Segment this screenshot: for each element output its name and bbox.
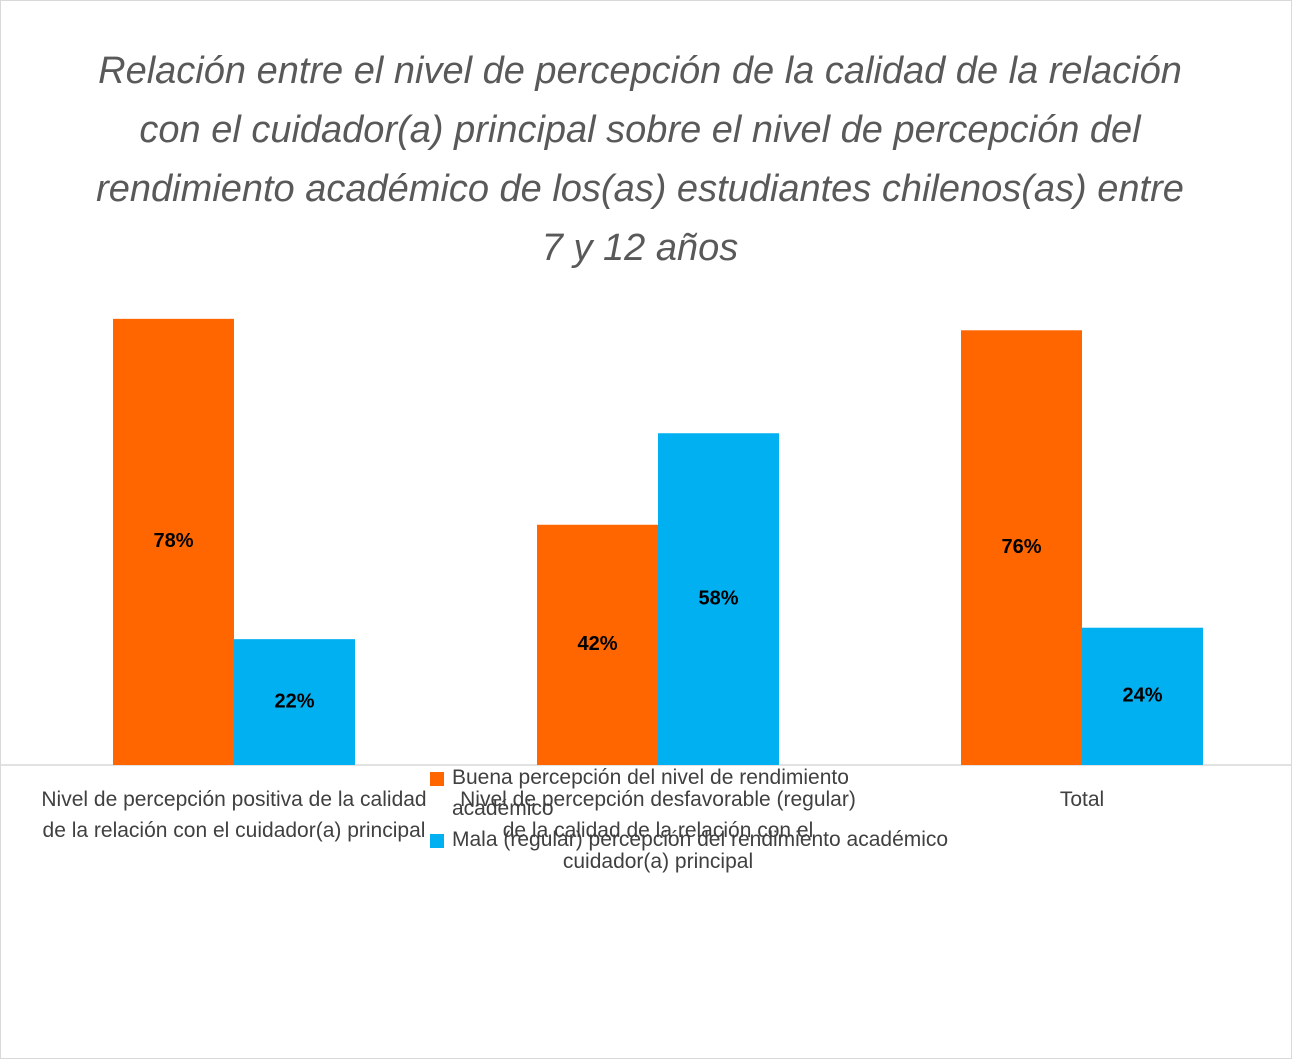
x-tick-label: Nivel de percepción desfavorable (regula… bbox=[460, 788, 856, 873]
value-label: 24% bbox=[1122, 685, 1162, 707]
legend-item: Buena percepción del nivel de rendimient… bbox=[430, 762, 950, 824]
bar bbox=[113, 318, 234, 765]
x-tick-label: Total bbox=[1059, 788, 1105, 811]
legend-label: Mala (regular) percepción del rendimient… bbox=[452, 828, 949, 851]
legend-item: Mala (regular) percepción del rendimient… bbox=[430, 824, 950, 855]
value-label: 78% bbox=[153, 530, 193, 552]
value-label: 42% bbox=[577, 633, 617, 655]
legend-swatch bbox=[430, 834, 444, 848]
x-tick-label: Nivel de percepción positiva de la calid… bbox=[41, 788, 427, 842]
value-label: 22% bbox=[274, 690, 314, 712]
bar bbox=[1082, 627, 1203, 765]
bar bbox=[658, 433, 779, 765]
legend-swatch bbox=[430, 772, 444, 786]
value-label: 58% bbox=[698, 587, 738, 609]
legend: Buena percepción del nivel de rendimient… bbox=[430, 762, 950, 855]
legend-label: Buena percepción del nivel de rendimient… bbox=[452, 766, 849, 820]
bar bbox=[961, 330, 1082, 765]
chart-title: Relación entre el nivel de percepción de… bbox=[96, 50, 1184, 269]
bar bbox=[537, 524, 658, 765]
value-label: 76% bbox=[1001, 536, 1041, 558]
bar bbox=[234, 639, 355, 765]
